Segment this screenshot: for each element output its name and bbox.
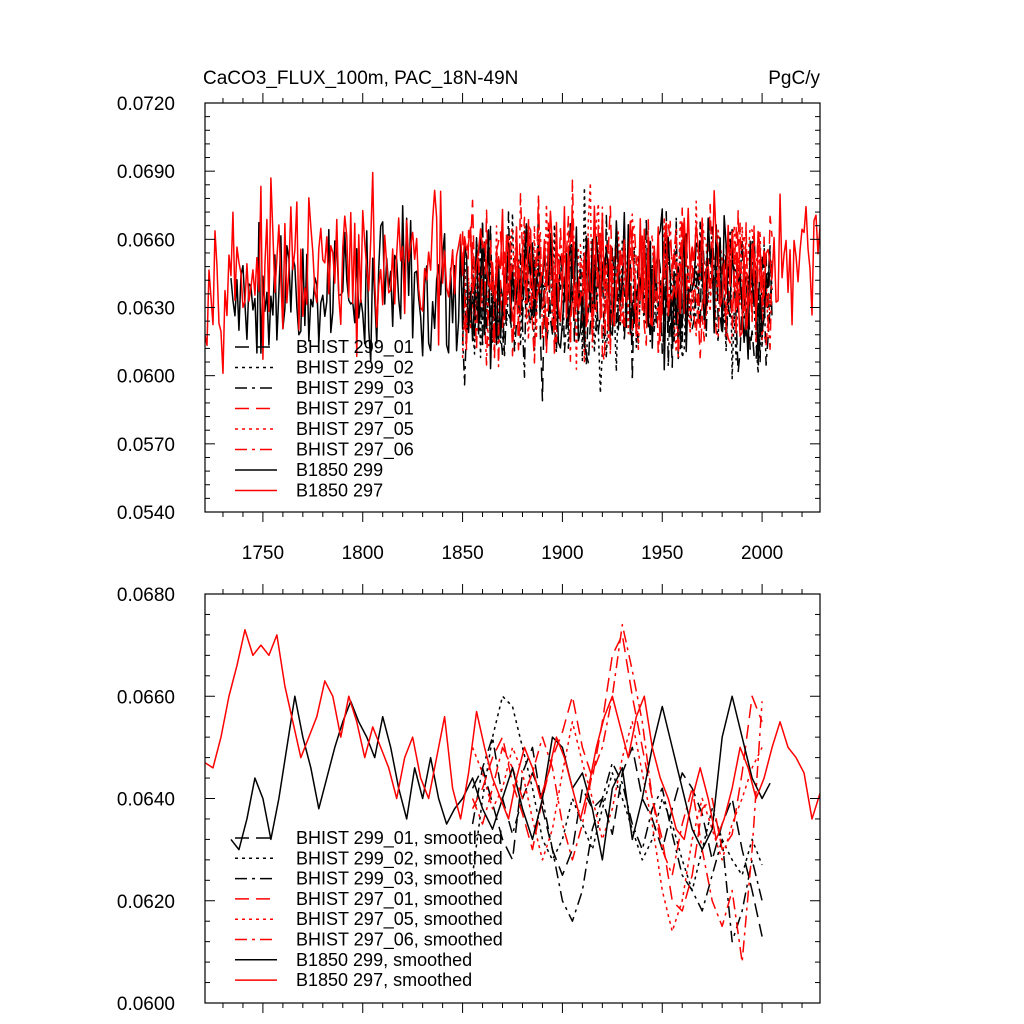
legend-label-3: BHIST 297_01, smoothed bbox=[296, 889, 503, 910]
legend-label-7: B1850 297, smoothed bbox=[296, 970, 472, 990]
top-series-lines bbox=[205, 171, 820, 402]
series-line-5 bbox=[471, 623, 763, 963]
top-panel: CaCO3_FLUX_100m, PAC_18N-49N PgC/y 1750 1… bbox=[117, 68, 821, 564]
legend-label-4: BHIST 297_05, smoothed bbox=[296, 909, 503, 930]
series-line-6 bbox=[230, 204, 771, 371]
legend-label-5: BHIST 297_06, smoothed bbox=[296, 930, 503, 951]
x-tick-label: 1800 bbox=[342, 543, 384, 564]
legend-label-6: B1850 299 bbox=[296, 460, 383, 480]
y-tick-label: 0.0570 bbox=[117, 435, 175, 456]
bottom-panel: 0.0600 0.0620 0.0640 0.0660 0.0680 BHIST 299… bbox=[117, 584, 821, 1015]
legend-label-2: BHIST 299_03, smoothed bbox=[296, 869, 503, 890]
bottom-series-lines bbox=[205, 623, 820, 963]
top-panel-units: PgC/y bbox=[768, 68, 820, 89]
legend-label-0: BHIST 299_01, smoothed bbox=[296, 828, 503, 849]
legend-label-0: BHIST 299_01 bbox=[296, 337, 414, 358]
y-tick-label: 0.0600 bbox=[117, 367, 175, 388]
series-line-0 bbox=[471, 746, 763, 937]
y-tick-label: 0.0690 bbox=[117, 162, 175, 183]
y-tick-label: 0.0630 bbox=[117, 299, 175, 320]
legend-label-1: BHIST 299_02 bbox=[296, 358, 414, 379]
series-line-6 bbox=[230, 695, 771, 861]
y-tick-label: 0.0640 bbox=[117, 790, 175, 811]
x-tick-label: 2000 bbox=[741, 543, 783, 564]
y-tick-label: 0.0660 bbox=[117, 230, 175, 251]
series-line-4 bbox=[471, 721, 763, 933]
top-axes: 1750 1800 1850 1900 1950 2000 0.0540 0.0570 0.06… bbox=[117, 93, 821, 564]
y-tick-label: 0.0620 bbox=[117, 892, 175, 913]
y-tick-label: 0.0660 bbox=[117, 687, 175, 708]
legend-label-3: BHIST 297_01 bbox=[296, 399, 414, 420]
series-line-7 bbox=[205, 171, 820, 375]
y-tick-label: 0.0720 bbox=[117, 94, 175, 115]
y-tick-label: 0.0680 bbox=[117, 585, 175, 606]
legend-label-1: BHIST 299_02, smoothed bbox=[296, 848, 503, 869]
x-tick-label: 1900 bbox=[541, 543, 583, 564]
legend-label-7: B1850 297 bbox=[296, 481, 383, 501]
series-line-7 bbox=[205, 629, 820, 841]
bottom-axes: 0.0600 0.0620 0.0640 0.0660 0.0680 bbox=[117, 584, 821, 1015]
x-tick-label: 1750 bbox=[242, 543, 284, 564]
x-tick-label: 1850 bbox=[441, 543, 483, 564]
legend-label-4: BHIST 297_05 bbox=[296, 419, 414, 440]
y-tick-label: 0.0600 bbox=[117, 994, 175, 1015]
x-tick-label: 1950 bbox=[641, 543, 683, 564]
legend-label-2: BHIST 299_03 bbox=[296, 378, 414, 399]
top-panel-title: CaCO3_FLUX_100m, PAC_18N-49N bbox=[203, 68, 518, 89]
y-tick-label: 0.0540 bbox=[117, 503, 175, 524]
legend-label-5: BHIST 297_06 bbox=[296, 440, 414, 461]
legend-label-6: B1850 299, smoothed bbox=[296, 950, 472, 970]
